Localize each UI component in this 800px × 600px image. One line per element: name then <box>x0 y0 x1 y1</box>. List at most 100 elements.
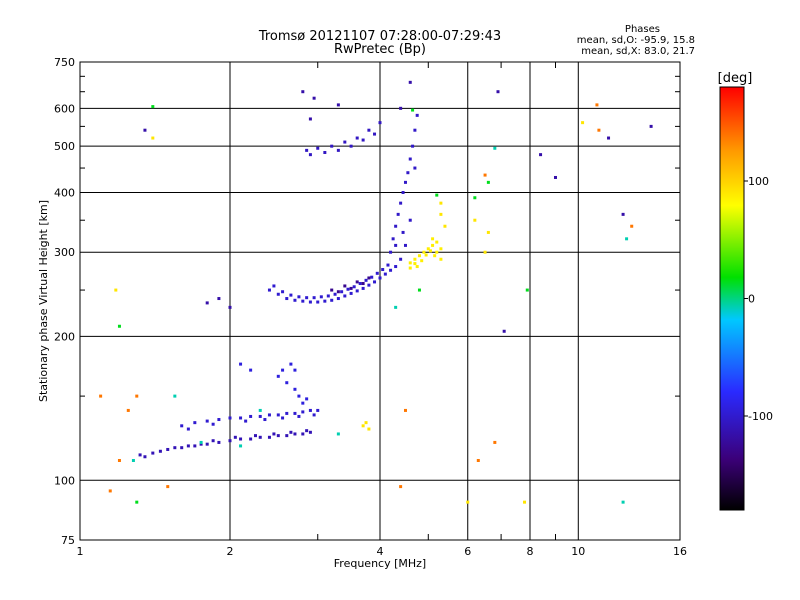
data-point <box>422 250 426 254</box>
y-tick-label: 600 <box>54 102 75 115</box>
data-point <box>143 455 147 459</box>
data-point <box>373 132 377 136</box>
data-point <box>361 282 365 286</box>
data-point <box>285 381 289 385</box>
data-point <box>386 263 390 267</box>
data-point <box>625 237 629 241</box>
data-point <box>349 286 353 290</box>
data-point <box>428 249 432 253</box>
data-point <box>621 212 625 216</box>
data-point <box>217 418 221 422</box>
data-point <box>186 444 190 448</box>
data-point <box>333 292 337 296</box>
data-point <box>308 153 312 157</box>
data-point <box>276 374 280 378</box>
data-point <box>352 285 356 289</box>
data-point <box>406 171 410 175</box>
data-point <box>297 295 301 299</box>
data-point <box>399 106 403 110</box>
data-point <box>394 243 398 247</box>
data-point <box>523 500 527 504</box>
y-tick-label: 75 <box>61 534 75 547</box>
grid-lines <box>80 62 680 540</box>
data-point <box>276 413 280 417</box>
data-point <box>424 253 428 257</box>
data-point <box>99 394 103 398</box>
data-point <box>408 218 412 222</box>
data-point <box>289 293 293 297</box>
data-point <box>426 247 430 251</box>
data-point <box>355 280 359 284</box>
data-point <box>403 408 407 412</box>
data-point <box>258 408 262 412</box>
data-point <box>401 190 405 194</box>
data-point <box>417 288 421 292</box>
data-point <box>394 305 398 309</box>
data-point <box>408 157 412 161</box>
data-point <box>239 444 243 448</box>
data-point <box>367 276 371 280</box>
data-point <box>336 148 340 152</box>
data-point <box>389 268 393 272</box>
data-point <box>228 416 232 420</box>
data-point <box>502 329 506 333</box>
data-point <box>205 419 209 423</box>
data-point <box>343 284 347 288</box>
data-point <box>399 485 403 489</box>
data-point <box>413 262 417 266</box>
data-point <box>435 193 439 197</box>
data-point <box>166 447 170 451</box>
data-point <box>239 437 243 441</box>
data-point <box>346 287 350 291</box>
data-point <box>439 201 443 205</box>
data-point <box>308 408 312 412</box>
data-point <box>381 268 385 272</box>
data-point <box>285 297 289 301</box>
stats-line-x: mean, sd,X: 83.0, 21.7 <box>581 46 695 57</box>
data-point <box>486 180 490 184</box>
data-point <box>126 408 130 412</box>
colorbar-tick-label: 100 <box>748 175 769 188</box>
data-point <box>239 416 243 420</box>
data-point <box>403 180 407 184</box>
data-point <box>483 173 487 177</box>
data-point <box>431 237 435 241</box>
data-point <box>312 296 316 300</box>
data-point <box>285 411 289 415</box>
stats-line-o: mean, sd,O: -95.9, 15.8 <box>577 35 695 46</box>
data-point <box>186 427 190 431</box>
data-point <box>340 290 344 294</box>
data-point <box>205 442 209 446</box>
data-point <box>312 96 316 100</box>
data-point <box>244 419 248 423</box>
y-tick-label: 400 <box>54 186 75 199</box>
data-point <box>138 453 142 457</box>
data-point <box>253 434 257 438</box>
x-tick-label: 2 <box>227 545 234 558</box>
data-point <box>413 257 417 261</box>
data-point <box>326 294 330 298</box>
data-point <box>493 440 497 444</box>
data-point <box>431 243 435 247</box>
data-point <box>649 124 653 128</box>
data-point <box>330 144 334 148</box>
data-point <box>180 424 184 428</box>
data-point <box>293 368 297 372</box>
x-axis-label: Frequency [MHz] <box>334 557 426 570</box>
data-point <box>272 284 276 288</box>
data-point <box>607 136 611 140</box>
data-point <box>301 90 305 94</box>
data-point <box>336 297 340 301</box>
data-point <box>361 286 365 290</box>
data-point <box>355 136 359 140</box>
x-tick-label: 4 <box>377 545 384 558</box>
data-point <box>630 224 634 228</box>
data-point <box>249 414 253 418</box>
data-point <box>108 489 112 493</box>
data-point <box>595 103 599 107</box>
data-point <box>301 299 305 303</box>
y-tick-label: 100 <box>54 474 75 487</box>
data-point <box>276 292 280 296</box>
data-point <box>343 140 347 144</box>
